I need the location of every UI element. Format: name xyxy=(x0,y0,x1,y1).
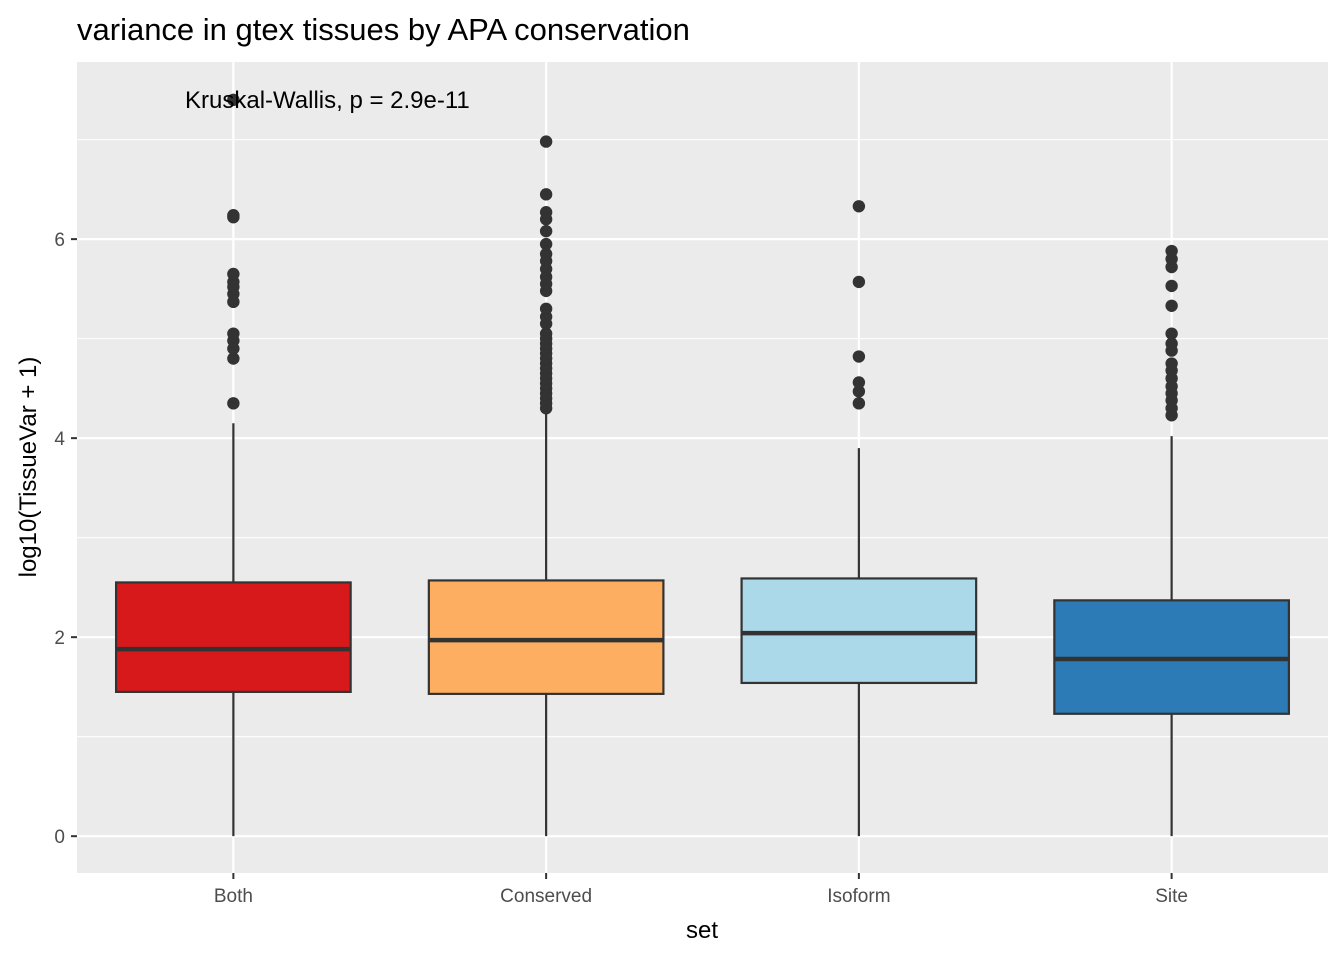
outlier-point xyxy=(1165,357,1178,370)
y-tick-label: 0 xyxy=(54,827,65,848)
outlier-point xyxy=(539,247,553,261)
box-iqr xyxy=(427,579,665,695)
outlier-point xyxy=(227,209,240,222)
outlier-point xyxy=(227,397,240,410)
chart-title: variance in gtex tissues by APA conserva… xyxy=(77,12,690,47)
plot-panel xyxy=(77,62,1328,873)
x-tick-label: Isoform xyxy=(827,886,890,907)
annotation-kruskal-wallis: Kruskal-Wallis, p = 2.9e-11 xyxy=(185,87,470,114)
outlier-point xyxy=(539,206,553,219)
outlier-point xyxy=(539,135,553,148)
y-tick-label: 4 xyxy=(54,429,65,450)
outlier-point xyxy=(1165,279,1178,293)
box-conserved xyxy=(427,411,665,837)
outliers xyxy=(227,93,1178,422)
box-iqr xyxy=(740,577,978,685)
x-axis: Both Conserved Isoform Site xyxy=(214,873,1188,907)
outlier-point xyxy=(1165,327,1178,340)
outlier-point xyxy=(1165,337,1178,350)
outlier-point xyxy=(227,352,240,365)
y-tick-label: 2 xyxy=(54,628,65,649)
outlier-point xyxy=(852,397,866,410)
box-both xyxy=(114,423,352,837)
box-iqr xyxy=(114,581,352,693)
x-axis-label: set xyxy=(686,917,718,944)
outlier-point xyxy=(852,376,866,389)
outlier-point xyxy=(227,327,240,340)
x-tick-label: Conserved xyxy=(500,886,592,907)
x-tick-label: Both xyxy=(214,886,253,907)
outlier-point xyxy=(539,302,553,315)
outlier-point xyxy=(539,327,553,340)
outlier-point xyxy=(539,237,553,251)
x-tick-label: Site xyxy=(1155,886,1188,907)
outlier-point xyxy=(1165,299,1178,312)
outlier-point xyxy=(539,224,553,238)
outlier-point xyxy=(227,93,240,107)
outlier-point xyxy=(852,385,866,398)
box-isoform xyxy=(740,448,978,837)
boxes xyxy=(114,411,1291,837)
outlier-point xyxy=(852,275,866,289)
outlier-point xyxy=(539,188,553,201)
grid-minor xyxy=(77,139,1328,738)
box-site xyxy=(1053,436,1291,837)
outlier-point xyxy=(852,200,866,213)
y-axis-label: log10(TissueVar + 1) xyxy=(15,357,42,578)
outlier-point xyxy=(227,267,240,281)
outlier-point xyxy=(852,350,866,363)
outlier-point xyxy=(1165,244,1178,258)
y-axis: 0 2 4 6 xyxy=(54,230,77,848)
y-tick-label: 6 xyxy=(54,230,65,251)
